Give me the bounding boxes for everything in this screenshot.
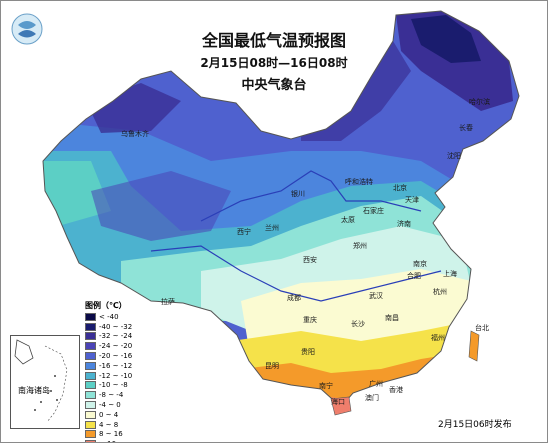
city-label-shijiazhuang: 石家庄 (363, 207, 384, 215)
inset-map (14, 339, 68, 423)
legend-label: -10 ~ -8 (99, 381, 128, 390)
zone-northeast-core (411, 15, 481, 63)
city-label-hefei: 合肥 (407, 272, 421, 280)
legend-item: -8 ~ -4 (85, 390, 135, 400)
city-label-zhengzhou: 郑州 (353, 242, 367, 250)
yangtze-river (150, 245, 442, 302)
city-label-chengdu: 成都 (287, 294, 301, 302)
legend: 图例（℃） < -40 -40 ~ -32 -32 ~ -24 -24 ~ -20 -2… (85, 300, 135, 442)
legend-item: -10 ~ -8 (85, 381, 135, 391)
legend-label: -12 ~ -10 (99, 371, 133, 380)
city-label-harbin: 哈尔滨 (469, 98, 490, 106)
city-label-shenyang: 沈阳 (447, 152, 461, 160)
legend-swatch (85, 391, 96, 400)
city-label-guiyang: 贵阳 (301, 348, 315, 356)
legend-swatch (85, 420, 96, 429)
legend-item: -16 ~ -12 (85, 361, 135, 371)
city-label-changsha: 长沙 (351, 320, 365, 328)
legend-label: -24 ~ -20 (99, 342, 133, 351)
legend-item: -4 ~ 0 (85, 400, 135, 410)
legend-label: -20 ~ -16 (99, 352, 133, 361)
city-label-taipei: 台北 (475, 324, 489, 332)
city-label-tianjin: 天津 (405, 196, 419, 204)
city-label-hohhot: 呼和浩特 (345, 178, 373, 186)
legend-label: -32 ~ -24 (99, 332, 133, 341)
yellow-river (200, 170, 422, 222)
city-label-nanchang: 南昌 (385, 314, 399, 322)
legend-item: > 16 (85, 439, 135, 442)
legend-item: -40 ~ -32 (85, 322, 135, 332)
legend-label: < -40 (99, 312, 119, 321)
city-label-fuzhou: 福州 (431, 334, 445, 342)
legend-label: 4 ~ 8 (99, 420, 119, 429)
city-label-hongkong: 香港 (389, 386, 403, 394)
legend-item: 4 ~ 8 (85, 420, 135, 430)
city-label-kunming: 昆明 (265, 362, 279, 370)
legend-item: -12 ~ -10 (85, 371, 135, 381)
city-label-beijing: 北京 (393, 184, 407, 192)
legend-swatch (85, 410, 96, 419)
zone-minus10-8 (43, 161, 111, 231)
city-label-lhasa: 拉萨 (161, 298, 175, 306)
inset-label: 南海诸岛 (18, 386, 50, 395)
legend-item: -20 ~ -16 (85, 351, 135, 361)
legend-title: 图例（℃） (85, 301, 127, 310)
city-label-shanghai: 上海 (443, 270, 457, 278)
legend-swatch (85, 361, 96, 370)
legend-swatch (85, 430, 96, 439)
china-border (42, 10, 520, 408)
legend-label: -40 ~ -32 (99, 322, 133, 331)
city-label-changchun: 长春 (459, 124, 473, 132)
legend-label: -4 ~ 0 (99, 401, 121, 410)
legend-rows: < -40 -40 ~ -32 -32 ~ -24 -24 ~ -20 -20 ~ -1… (85, 312, 135, 442)
city-label-wuhan: 武汉 (369, 292, 383, 300)
legend-swatch (85, 332, 96, 341)
legend-label: > 16 (99, 440, 116, 442)
legend-item: -32 ~ -24 (85, 332, 135, 342)
legend-item: 8 ~ 16 (85, 430, 135, 440)
city-label-guangzhou: 广州 (369, 380, 383, 388)
legend-label: 0 ~ 4 (99, 410, 119, 419)
legend-label: -8 ~ -4 (99, 391, 124, 400)
city-label-jinan: 济南 (397, 220, 411, 228)
city-label-nanning: 南宁 (319, 382, 333, 390)
south-china-sea-inset (10, 335, 80, 429)
legend-swatch (85, 381, 96, 390)
legend-swatch (85, 352, 96, 361)
forecast-period: 2月15日08时—16日08时 (200, 56, 348, 70)
taiwan (468, 330, 480, 362)
city-label-yinchuan: 银川 (291, 190, 305, 198)
legend-swatch (85, 440, 96, 442)
legend-swatch (85, 401, 96, 410)
legend-swatch (85, 322, 96, 331)
city-label-xining: 西宁 (237, 228, 251, 236)
legend-swatch (85, 371, 96, 380)
release-time: 2月15日06时发布 (438, 420, 512, 430)
legend-label: -16 ~ -12 (99, 361, 133, 370)
zone-minus20-16 (91, 171, 231, 241)
city-label-chongqing: 重庆 (303, 316, 317, 324)
agency-name: 中央气象台 (241, 78, 307, 93)
city-label-hangzhou: 杭州 (433, 288, 447, 296)
city-label-lanzhou: 兰州 (265, 224, 279, 232)
logo (11, 13, 43, 45)
city-label-haikou: 海口 (331, 398, 345, 406)
hainan (330, 396, 352, 416)
legend-swatch (85, 312, 96, 321)
map-title: 全国最低气温预报图 (201, 31, 346, 50)
city-label-macau: 澳门 (365, 394, 379, 402)
city-label-taiyuan: 太原 (341, 216, 355, 224)
legend-item: < -40 (85, 312, 135, 322)
city-label-nanjing: 南京 (413, 260, 427, 268)
city-label-xian: 西安 (303, 256, 317, 264)
legend-item: 0 ~ 4 (85, 410, 135, 420)
legend-label: 8 ~ 16 (99, 430, 123, 439)
legend-item: -24 ~ -20 (85, 341, 135, 351)
city-label-urumqi: 乌鲁木齐 (121, 130, 149, 138)
legend-swatch (85, 342, 96, 351)
